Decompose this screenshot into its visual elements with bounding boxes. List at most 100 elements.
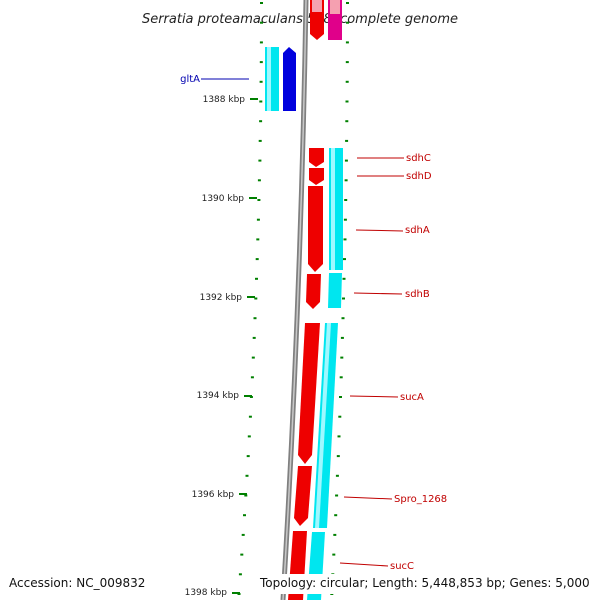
outer-minor-tick — [345, 120, 349, 123]
gene-label-sdhC[interactable]: sdhC — [406, 153, 431, 164]
inner-minor-tick — [260, 2, 263, 4]
outer-minor-tick — [343, 258, 346, 261]
cds-segment-2 — [328, 273, 342, 308]
outer-minor-tick — [345, 100, 349, 103]
outer-minor-tick — [335, 494, 339, 497]
inner-minor-tick — [247, 435, 251, 438]
inner-minor-tick — [243, 514, 246, 517]
outer-minor-tick — [340, 336, 344, 339]
right-tick-marks — [330, 2, 349, 595]
outer-minor-tick — [344, 159, 348, 162]
gene-sdhC[interactable]: sdhC — [309, 148, 431, 167]
outer-minor-tick — [346, 2, 349, 4]
inner-minor-tick — [240, 553, 244, 556]
inner-minor-tick — [238, 573, 242, 576]
top-feature[interactable] — [310, 0, 342, 40]
inner-minor-tick — [258, 159, 262, 162]
outer-minor-tick — [345, 139, 349, 142]
inner-minor-tick — [259, 61, 263, 64]
footer-accession: Accession: NC_009832 — [9, 576, 145, 590]
kbp-label-1392: 1392 kbp — [200, 293, 243, 303]
inner-minor-tick — [245, 474, 249, 477]
inner-minor-tick — [253, 317, 257, 320]
outer-minor-tick — [335, 474, 339, 477]
inner-minor-tick — [252, 336, 256, 339]
gene-label-sdhA[interactable]: sdhA — [405, 225, 430, 236]
outer-minor-tick — [343, 238, 347, 241]
kbp-major-ticks — [232, 98, 258, 594]
inner-minor-tick — [257, 179, 261, 182]
outer-minor-tick — [337, 435, 341, 438]
inner-minor-tick — [244, 494, 248, 497]
outer-minor-tick — [342, 297, 345, 300]
inner-minor-tick — [260, 21, 263, 24]
inner-minor-tick — [255, 258, 259, 261]
inner-minor-tick — [259, 80, 263, 83]
outer-minor-tick — [339, 396, 342, 398]
outer-minor-tick — [333, 533, 337, 536]
outer-minor-tick — [340, 356, 344, 359]
outer-minor-tick — [345, 80, 349, 83]
sdhB-leader-line — [353, 292, 403, 295]
gene-sdhB[interactable]: sdhB — [306, 274, 430, 309]
inner-minor-tick — [241, 533, 245, 536]
outer-minor-tick — [339, 376, 343, 379]
inner-minor-tick — [257, 199, 261, 201]
sdhC-arrow — [309, 148, 324, 167]
inner-minor-tick — [254, 297, 258, 300]
kbp-label-1390: 1390 kbp — [202, 194, 245, 204]
inner-minor-tick — [259, 100, 263, 103]
cds-shine-3 — [315, 323, 331, 528]
gene-label-Spro_1268[interactable]: Spro_1268 — [394, 494, 447, 505]
top-feature-magenta-light — [330, 0, 340, 14]
inner-minor-tick — [259, 120, 263, 123]
kbp-label-1394: 1394 kbp — [197, 391, 240, 401]
gene-sdhD[interactable]: sdhD — [309, 168, 432, 185]
kbp-label-1396: 1396 kbp — [192, 490, 235, 500]
cds-shine-1 — [331, 148, 335, 270]
inner-minor-tick — [248, 415, 252, 418]
outer-minor-tick — [344, 199, 348, 201]
outer-minor-tick — [338, 415, 342, 418]
gltA-cds-shine — [267, 47, 271, 111]
outer-minor-tick — [342, 277, 346, 280]
gene-sucA[interactable]: sucA — [298, 323, 424, 464]
inner-minor-tick — [256, 218, 260, 221]
gene-Spro_1268[interactable]: Spro_1268 — [294, 466, 447, 526]
footer-topology: Topology: circular; Length: 5,448,853 bp… — [259, 576, 590, 590]
kbp-label-1398: 1398 kbp — [185, 588, 228, 598]
gltA-arrow — [283, 47, 296, 111]
gene-sdhA[interactable]: sdhA — [308, 186, 430, 272]
outer-minor-tick — [341, 317, 345, 320]
footer-topology-bg — [256, 574, 600, 594]
inner-minor-tick — [256, 238, 260, 241]
inner-minor-tick — [250, 376, 254, 379]
sucC-leader-line — [339, 562, 389, 567]
Spro_1268-leader-line — [343, 496, 393, 500]
sucA-arrow — [298, 323, 320, 464]
genome-backbone-highlight — [282, 0, 307, 600]
inner-minor-tick — [255, 277, 258, 280]
outer-minor-tick — [344, 179, 348, 182]
sdhA-arrow — [308, 186, 323, 272]
inner-minor-tick — [258, 139, 262, 142]
outer-minor-tick — [334, 514, 338, 517]
outer-minor-tick — [336, 455, 340, 458]
gene-label-sdhD[interactable]: sdhD — [406, 171, 432, 182]
outer-minor-tick — [346, 21, 349, 24]
top-feature-light — [312, 0, 322, 12]
kbp-label-1388: 1388 kbp — [203, 95, 246, 105]
gene-label-sucA[interactable]: sucA — [400, 392, 424, 403]
gene-gltA[interactable]: gltA — [180, 47, 296, 111]
sdhB-arrow — [306, 274, 321, 309]
sucA-leader-line — [349, 395, 399, 398]
gene-label-sdhB[interactable]: sdhB — [405, 289, 430, 300]
sdhA-leader-line — [355, 229, 404, 232]
outer-minor-tick — [332, 553, 336, 556]
outer-minor-tick — [345, 61, 349, 64]
gene-label-gltA[interactable]: gltA — [180, 74, 200, 85]
gene-label-sucC[interactable]: sucC — [390, 561, 414, 572]
inner-minor-tick — [251, 356, 255, 359]
Spro_1268-arrow — [294, 466, 312, 526]
